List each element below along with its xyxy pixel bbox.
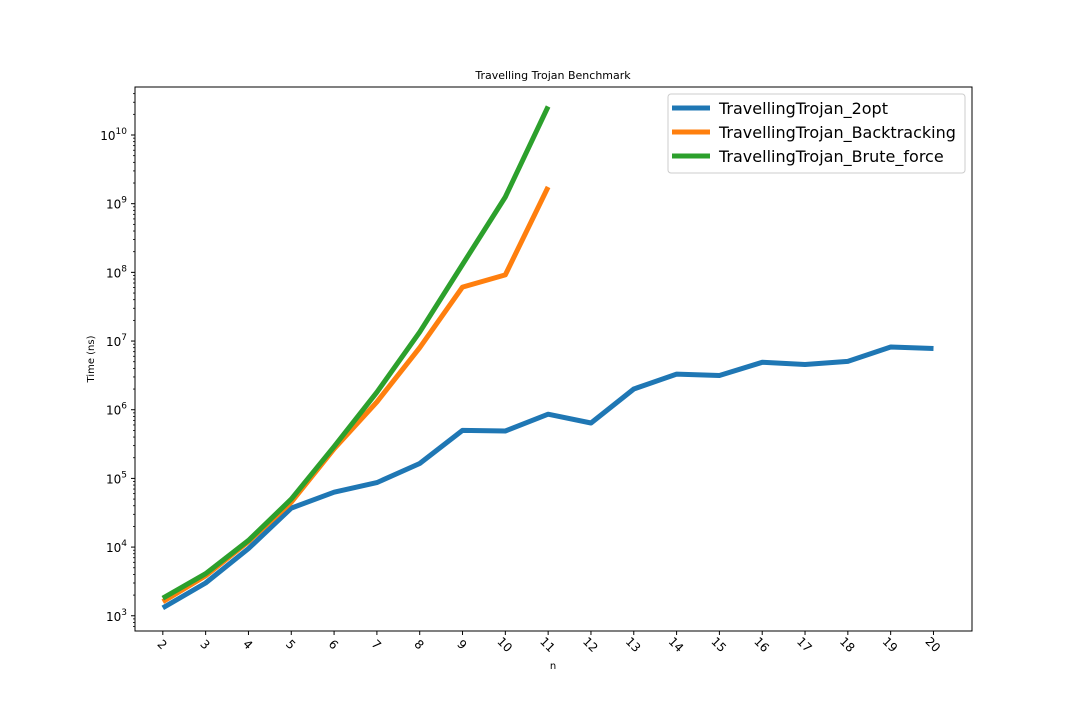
x-tick-label: 9 (454, 637, 469, 652)
y-tick-base: 10 (106, 472, 121, 486)
y-tick-label: 105 (106, 470, 127, 486)
y-tick-exponent: 6 (121, 402, 127, 412)
x-tick-label: 17 (794, 634, 815, 655)
y-tick-label: 108 (106, 264, 127, 280)
x-tick-label: 13 (623, 634, 644, 655)
y-tick-base: 10 (106, 335, 121, 349)
y-tick-label: 109 (106, 196, 127, 212)
x-tick-label: 11 (537, 634, 558, 655)
x-tick-label: 15 (708, 634, 729, 655)
y-tick-base: 10 (106, 198, 121, 212)
legend-entry-0: TravellingTrojan_2opt (718, 99, 888, 119)
series-line-2 (161, 105, 551, 601)
plot-lines (161, 105, 934, 611)
x-tick-label: 6 (326, 637, 341, 652)
y-tick-base: 10 (106, 266, 121, 280)
legend-entry-2: TravellingTrojan_Brute_force (718, 147, 944, 167)
y-tick-exponent: 3 (121, 608, 127, 618)
legend-box (667, 93, 966, 174)
y-tick-label: 104 (106, 539, 127, 555)
x-tick-label: 2 (155, 637, 170, 652)
x-tick-label: 5 (283, 637, 298, 652)
legend: TravellingTrojan_2opt TravellingTrojan_Ba… (667, 93, 966, 174)
y-axis-label: Time (ns) (86, 335, 97, 383)
x-tick-label: 19 (880, 634, 901, 655)
y-tick-base: 10 (106, 404, 121, 418)
y-tick-exponent: 5 (121, 470, 127, 480)
x-axis: 2 3 4 5 6 7 8 9 10 11 12 13 14 15 16 17 18 19 20 (155, 631, 943, 655)
x-tick-label: 12 (580, 634, 601, 655)
chart-title: Travelling Trojan Benchmark (474, 69, 631, 82)
x-tick-label: 20 (922, 634, 943, 655)
x-tick-label: 10 (494, 634, 515, 655)
x-tick-label: 16 (751, 634, 772, 655)
y-tick-exponent: 7 (121, 333, 127, 343)
plot-frame (134, 86, 973, 632)
y-tick-exponent: 8 (121, 264, 127, 274)
y-tick-label: 106 (106, 402, 127, 418)
x-tick-label: 7 (369, 637, 384, 652)
y-tick-label: 1010 (100, 127, 127, 143)
legend-entry-1: TravellingTrojan_Backtracking (718, 123, 956, 143)
x-tick-label: 3 (197, 637, 212, 652)
y-tick-label: 107 (106, 333, 127, 349)
y-tick-exponent: 4 (121, 539, 127, 549)
y-tick-exponent: 10 (116, 127, 128, 137)
x-axis-label: n (550, 661, 556, 672)
y-tick-base: 10 (106, 541, 121, 555)
y-tick-base: 10 (100, 129, 115, 143)
x-tick-label: 18 (837, 634, 858, 655)
series-line-0 (161, 344, 934, 611)
y-tick-base: 10 (106, 610, 121, 624)
y-tick-label: 103 (106, 608, 127, 624)
x-tick-label: 8 (411, 637, 426, 652)
series-line-1 (161, 185, 551, 604)
x-tick-label: 14 (666, 634, 687, 655)
y-tick-exponent: 9 (121, 196, 127, 206)
x-tick-label: 4 (240, 637, 255, 652)
